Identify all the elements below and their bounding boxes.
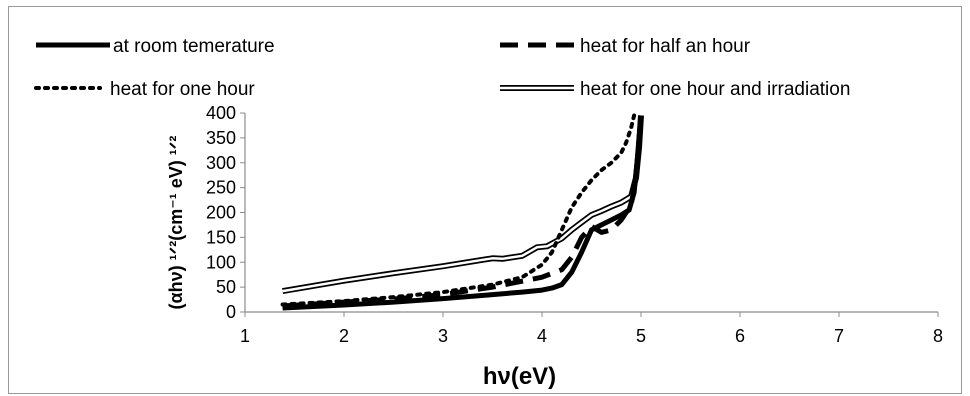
y-axis-title: (αhν) ¹ᐟ²(cm⁻¹ eV) ¹ᐟ² [166,136,186,310]
y-tick-label: 200 [206,203,236,223]
legend-label: heat for one hour [110,79,255,100]
series-line-dash [282,115,644,309]
legend-item-room-temperature: at room temerature [36,36,275,57]
x-axis-title: hν(eV) [483,363,556,390]
series-dash [282,115,644,309]
chart-frame [8,6,962,394]
series-line-solid [282,115,644,311]
legend-label: at room temerature [113,36,275,57]
series-line-double-outer [282,115,644,295]
y-axis-ticks: 0 50 100 150 200 250 300 350 400 [206,103,245,322]
x-tick-label: 6 [735,326,745,346]
y-tick-label: 50 [216,277,236,297]
legend-item-half-hour: heat for half an hour [500,36,751,57]
y-tick-label: 300 [206,153,236,173]
y-tick-label: 250 [206,178,236,198]
x-tick-label: 8 [933,326,943,346]
x-tick-label: 3 [438,326,448,346]
y-tick-label: 400 [206,103,236,123]
series-line-dot [280,113,637,307]
x-tick-label: 1 [240,326,250,346]
x-tick-label: 2 [339,326,349,346]
series-double [282,115,644,295]
legend: at room temerature heat for half an hour… [34,36,850,100]
y-tick-label: 100 [206,252,236,272]
legend-item-irradiation: heat for one hour and irradiation [500,79,850,100]
x-axis-ticks: 1 2 3 4 5 6 7 8 [240,312,943,346]
legend-label: heat for half an hour [580,36,751,57]
y-tick-label: 150 [206,227,236,247]
x-tick-label: 5 [636,326,646,346]
x-tick-label: 4 [537,326,547,346]
y-tick-label: 0 [226,302,236,322]
legend-item-one-hour: heat for one hour [34,79,255,100]
legend-label: heat for one hour and irradiation [580,79,850,100]
series-line-double-inner [282,115,643,293]
y-tick-label: 350 [206,128,236,148]
series-solid [282,115,644,311]
series-layer [280,113,644,311]
series-dot [280,113,637,307]
x-tick-label: 7 [834,326,844,346]
